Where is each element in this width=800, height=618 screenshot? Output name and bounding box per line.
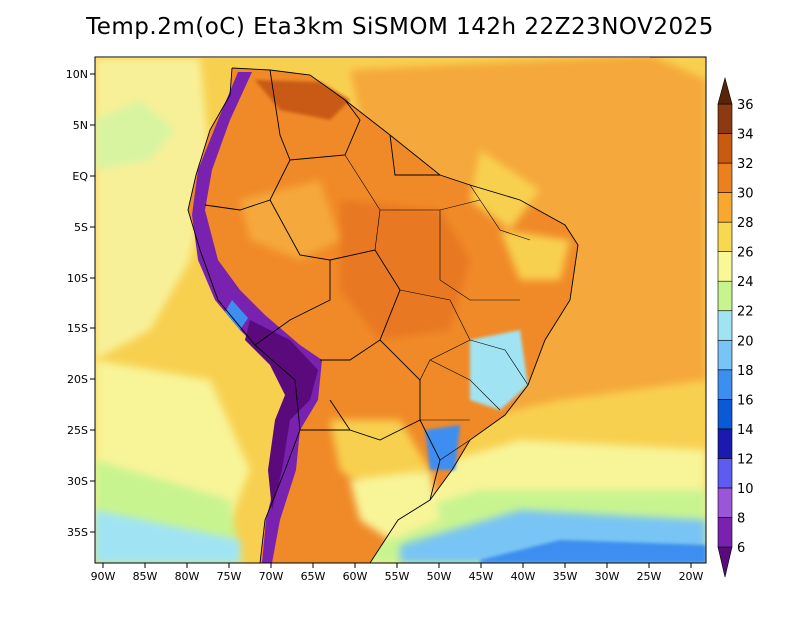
amazon-mild [240, 180, 340, 260]
lon-label-70w: 70W [259, 570, 284, 583]
northeast-coast-mild [500, 230, 570, 280]
lat-label-35s: 35S [67, 526, 88, 539]
latitude-axis: 10N 5N EQ 5S 10S 15S 20S 25S 30S 35S [66, 68, 95, 539]
north-coast-mild [470, 150, 540, 230]
colorbar-label: 16 [737, 393, 754, 408]
temperature-field [95, 57, 706, 563]
colorbar-label: 24 [737, 275, 754, 290]
lon-label-65w: 65W [301, 570, 326, 583]
andes-cold-band [192, 72, 322, 563]
map-frame [94, 56, 707, 564]
colorbar-label: 12 [737, 452, 754, 467]
colorbar-label: 26 [737, 246, 754, 261]
colorbar-swatch [717, 103, 733, 134]
colorbar-swatch [717, 221, 733, 252]
southeast-brazil-cool [470, 330, 528, 410]
lon-label-45w: 45W [469, 570, 494, 583]
colorbar-label: 8 [737, 511, 745, 526]
colorbar-min-arrow [717, 546, 733, 578]
lat-label-5s: 5S [74, 221, 88, 234]
lat-label-20s: 20S [67, 373, 88, 386]
lat-label-15s: 15S [67, 322, 88, 335]
colorbar-label: 30 [737, 187, 754, 202]
lon-label-60w: 60W [343, 570, 368, 583]
venezuela-hot-spot [255, 80, 350, 120]
colorbar-swatch [717, 251, 733, 282]
colorbar-swatch [717, 133, 733, 164]
colorbar-label: 10 [737, 482, 754, 497]
colorbar-label: 6 [737, 541, 745, 556]
colorbar-swatch [717, 280, 733, 312]
colorbar-label: 20 [737, 334, 754, 349]
altiplano-coldest [245, 320, 318, 510]
colorbar: 6 8 10 12 14 16 18 20 22 24 26 28 30 32 34 36 [717, 76, 754, 578]
colorbar-swatch [717, 369, 733, 400]
colorbar-label: 18 [737, 364, 754, 379]
uruguay-cool [350, 470, 440, 540]
lon-label-20w: 20W [679, 570, 704, 583]
lon-label-90w: 90W [91, 570, 116, 583]
lon-label-85w: 85W [133, 570, 158, 583]
colorbar-max-arrow [717, 76, 733, 105]
longitude-axis: 90W 85W 80W 75W 70W 65W 60W 55W 50W 45W … [91, 563, 704, 583]
pacific-cool-patch [95, 100, 175, 170]
lat-label-10s: 10S [67, 272, 88, 285]
colorbar-swatch [717, 458, 733, 489]
lat-label-30s: 30S [67, 475, 88, 488]
central-brazil-hot [340, 200, 470, 340]
colorbar-swatch [717, 399, 733, 430]
lat-label-eq: EQ [72, 170, 88, 183]
colorbar-swatch [717, 517, 733, 548]
colorbar-label: 32 [737, 157, 754, 172]
state-borders [344, 154, 531, 461]
lat-label-25s: 25S [67, 424, 88, 437]
colorbar-swatch [717, 310, 733, 341]
lon-label-35w: 35W [553, 570, 578, 583]
colorbar-label: 22 [737, 305, 754, 320]
lon-label-25w: 25W [637, 570, 662, 583]
map-title: Temp.2m(oC) Eta3km SiSMOM 142h 22Z23NOV2… [86, 14, 714, 40]
andes-transition [225, 300, 248, 330]
south-atlantic-coldest [480, 540, 706, 563]
lon-label-80w: 80W [175, 570, 200, 583]
colorbar-swatch [717, 192, 733, 223]
serra-gaucha-cold [425, 425, 460, 470]
colorbar-swatch [717, 339, 733, 371]
lon-label-55w: 55W [385, 570, 410, 583]
colorbar-label: 28 [737, 216, 754, 231]
colorbar-swatch [717, 428, 733, 459]
colorbar-label: 34 [737, 128, 754, 143]
lon-label-75w: 75W [217, 570, 242, 583]
colorbar-swatch [717, 162, 733, 193]
colorbar-swatch [717, 487, 733, 518]
pacific-coldest-waters [95, 510, 240, 563]
lon-label-40w: 40W [511, 570, 536, 583]
colorbar-label: 36 [737, 98, 754, 113]
lat-label-5n: 5N [73, 119, 88, 132]
lon-label-50w: 50W [427, 570, 452, 583]
colorbar-label: 14 [737, 423, 754, 438]
lon-label-30w: 30W [595, 570, 620, 583]
lat-label-10n: 10N [66, 68, 88, 81]
